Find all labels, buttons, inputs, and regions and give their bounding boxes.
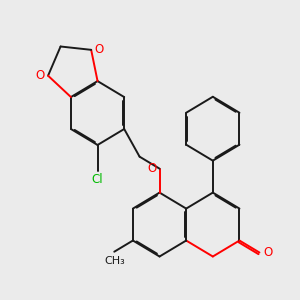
- Text: O: O: [263, 246, 272, 259]
- Text: O: O: [94, 43, 104, 56]
- Text: O: O: [36, 69, 45, 82]
- Text: CH₃: CH₃: [104, 256, 124, 266]
- Text: O: O: [147, 162, 157, 175]
- Text: Cl: Cl: [92, 173, 103, 186]
